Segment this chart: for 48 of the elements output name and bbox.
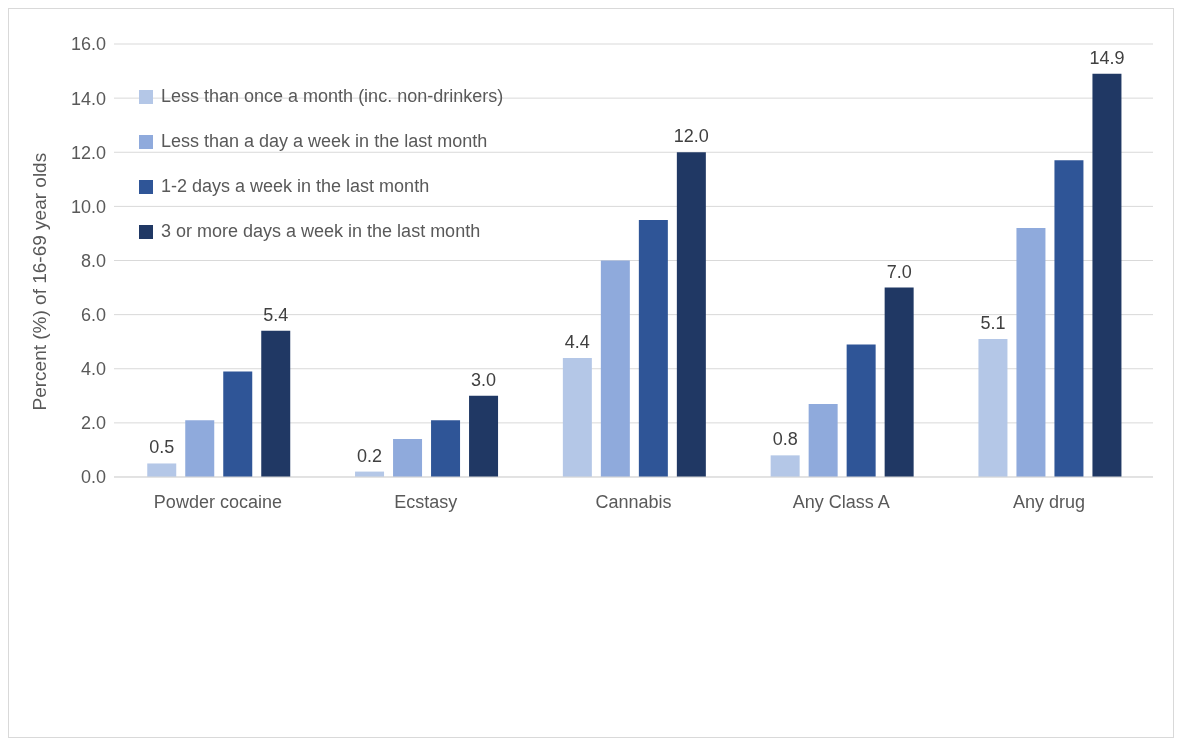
bar <box>469 395 499 477</box>
bar <box>846 344 876 477</box>
bar <box>770 455 800 477</box>
y-tick-label: 4.0 <box>80 359 106 380</box>
y-tick-label: 12.0 <box>70 142 106 163</box>
data-label: 12.0 <box>673 126 709 147</box>
data-label: 5.1 <box>980 312 1006 333</box>
data-label: 14.9 <box>1089 47 1125 68</box>
legend-label: Less than once a month (inc. non-drinkers) <box>161 86 504 107</box>
bar <box>185 420 215 477</box>
bar <box>884 287 914 477</box>
bar <box>676 152 706 477</box>
x-tick-label: Ecstasy <box>394 491 458 512</box>
bar <box>1054 160 1084 477</box>
data-label: 4.4 <box>564 331 590 352</box>
x-tick-label: Any Class A <box>792 491 890 512</box>
x-tick-label: Cannabis <box>595 491 672 512</box>
y-tick-label: 8.0 <box>80 250 106 271</box>
x-tick-label: Powder cocaine <box>153 491 282 512</box>
y-tick-label: 0.0 <box>80 467 106 488</box>
data-label: 3.0 <box>471 369 497 390</box>
y-tick-label: 14.0 <box>70 88 106 109</box>
bar <box>600 260 630 477</box>
bar <box>1016 228 1046 477</box>
bar <box>638 219 668 477</box>
bar <box>808 403 838 477</box>
y-tick-label: 16.0 <box>70 34 106 55</box>
bar <box>978 338 1008 477</box>
legend-label: Less than a day a week in the last month <box>161 131 488 152</box>
bar <box>147 463 177 477</box>
bar <box>261 330 291 477</box>
legend-label: 1-2 days a week in the last month <box>161 176 430 197</box>
bar <box>223 371 253 477</box>
data-label: 0.2 <box>357 445 383 466</box>
x-tick-label: Any drug <box>1013 491 1086 512</box>
data-label: 7.0 <box>886 261 912 282</box>
data-label: 0.5 <box>149 437 175 458</box>
y-tick-label: 2.0 <box>80 413 106 434</box>
legend-label: 3 or more days a week in the last month <box>161 221 481 242</box>
bar <box>431 420 461 477</box>
y-axis-title: Percent (%) of 16-69 year olds <box>28 152 50 411</box>
y-tick-label: 10.0 <box>70 196 106 217</box>
bar <box>1092 73 1122 477</box>
data-label: 0.8 <box>772 429 798 450</box>
bar <box>393 439 423 477</box>
y-tick-label: 6.0 <box>80 305 106 326</box>
data-label: 5.4 <box>263 304 289 325</box>
bar <box>562 357 592 477</box>
